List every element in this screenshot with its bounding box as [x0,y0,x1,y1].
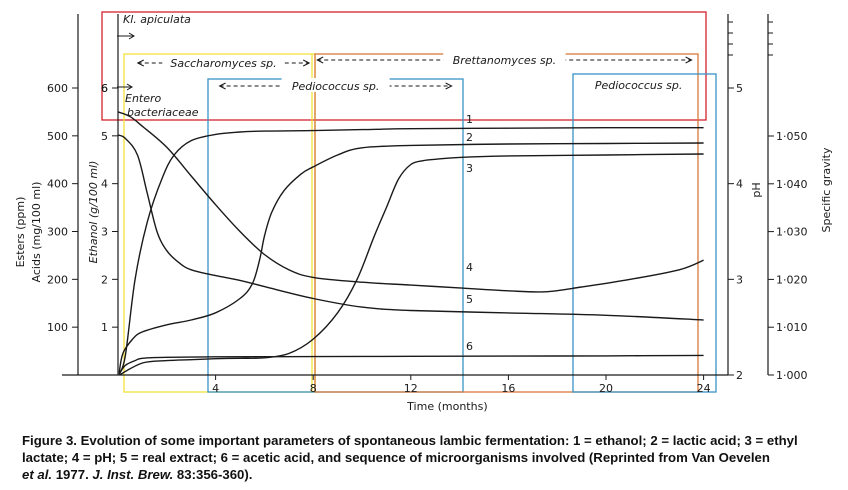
series-line-1 [118,126,704,375]
caption-journal: J. Inst. Brew. [92,467,174,482]
series-label-3: 3 [466,162,473,175]
series-label-2: 2 [466,131,473,144]
band-saccharomyces-label-bg [162,55,285,69]
caption-line-3: et al. 1977. J. Inst. Brew. 83:356-360). [22,466,842,483]
ethanol-top-tick-label: 6 [101,82,108,95]
caption-ref: 83:356-360). [173,467,253,482]
y-tick-label-ph-0: 2 [736,369,743,382]
band-saccharomyces-label: Saccharomyces sp. [170,57,276,70]
microorganism-bands: Kl. apiculata Entero bacteriaceae 6 Saccharo… [101,13,693,119]
series-label-4: 4 [466,261,473,274]
y-tick-label-ethanol-4: 5 [101,130,108,143]
band-pediococcus-1-label: Pediococcus sp. [292,80,379,93]
y-tick-label-esters-2: 300 [47,226,68,239]
y-axis-title-acids: Acids (mg/100 ml) [30,182,43,283]
chart-series: 1 2 3 4 5 6 [117,111,704,376]
y-tick-label-ph-2: 4 [736,178,743,191]
figure-caption: Figure 3. Evolution of some important pa… [22,432,842,483]
y-tick-label-sg-0: 1·000 [776,369,808,382]
y-tick-label-esters-4: 500 [47,130,68,143]
band-pediococcus-2-label-bg [584,77,693,91]
x-tick-label-8: 8 [310,382,317,395]
band-brettanomyces-arrow-right [685,56,693,64]
series-line-3 [118,153,704,376]
y-tick-label-sg-3: 1·030 [776,226,808,239]
highlight-boxes [101,11,717,393]
x-tick-label-12: 12 [404,382,418,395]
band-kl-apiculata-arrow [128,32,135,40]
series-line-4 [117,111,704,293]
y-axis-title-sg: Specific gravity [820,147,833,232]
caption-year: 1977. [52,467,93,482]
series-label-6: 6 [466,340,473,353]
series-label-5: 5 [466,293,473,306]
series-line-2 [118,142,704,373]
y-tick-label-esters-1: 200 [47,273,68,286]
band-entero-label-line1: Entero [125,92,162,105]
highlight-box-0 [101,11,707,121]
y-tick-label-sg-1: 1·010 [776,321,808,334]
band-pediococcus-2-label: Pediococcus sp. [595,79,682,92]
y-tick-label-ethanol-0: 1 [101,321,108,334]
y-axis-title-esters: Esters (ppm) [14,197,27,268]
band-kl-apiculata-label: Kl. apiculata [123,13,191,26]
x-axis-title: Time (months) [406,400,487,413]
x-tick-label-16: 16 [501,382,515,395]
caption-line-1: Figure 3. Evolution of some important pa… [22,433,798,448]
caption-et-al: et al. [22,467,53,482]
y-tick-label-esters-3: 400 [47,178,68,191]
highlight-box-4 [572,73,717,393]
band-brettanomyces-arrow-left [316,56,324,64]
band-pediococcus-1-arrow-right [445,82,453,90]
band-pediococcus-1-arrow-left [218,82,226,90]
band-entero-arrow [126,83,133,91]
band-brettanomyces-label-bg [443,52,566,66]
y-tick-label-esters-5: 600 [47,82,68,95]
y-tick-label-ph-3: 5 [736,82,743,95]
y-tick-label-ethanol-2: 3 [101,226,108,239]
y-tick-label-ethanol-3: 4 [101,178,108,191]
band-entero-label: Entero bacteriaceae [125,92,199,119]
highlight-box-3 [314,53,699,393]
y-axis-title-ph: pH [750,182,763,197]
y-tick-label-sg-5: 1·050 [776,130,808,143]
band-saccharomyces-arrow-right [302,59,311,67]
band-entero-label-line2: bacteriaceae [127,106,199,119]
series-line-5 [117,134,704,321]
band-saccharomyces-arrow-left [136,59,144,67]
y-tick-label-esters-0: 100 [47,321,68,334]
x-tick-label-4: 4 [212,382,219,395]
y-tick-label-sg-2: 1·020 [776,273,808,286]
x-tick-label-20: 20 [599,382,613,395]
series-line-6 [118,354,704,375]
highlight-box-2 [207,78,464,393]
y-tick-label-ph-1: 3 [736,273,743,286]
series-label-1: 1 [466,113,473,126]
x-tick-label-24: 24 [697,382,711,395]
caption-line-2: lactate; 4 = pH; 5 = real extract; 6 = a… [22,450,770,465]
y-tick-label-sg-4: 1·040 [776,178,808,191]
y-tick-label-ethanol-5: 6 [101,82,108,95]
band-pediococcus-1-label-bg [281,78,390,92]
y-tick-label-ethanol-1: 2 [101,273,108,286]
y-axis-title-ethanol: Ethanol (g/100 ml) [87,161,100,264]
band-brettanomyces-label: Brettanomyces sp. [453,54,556,67]
